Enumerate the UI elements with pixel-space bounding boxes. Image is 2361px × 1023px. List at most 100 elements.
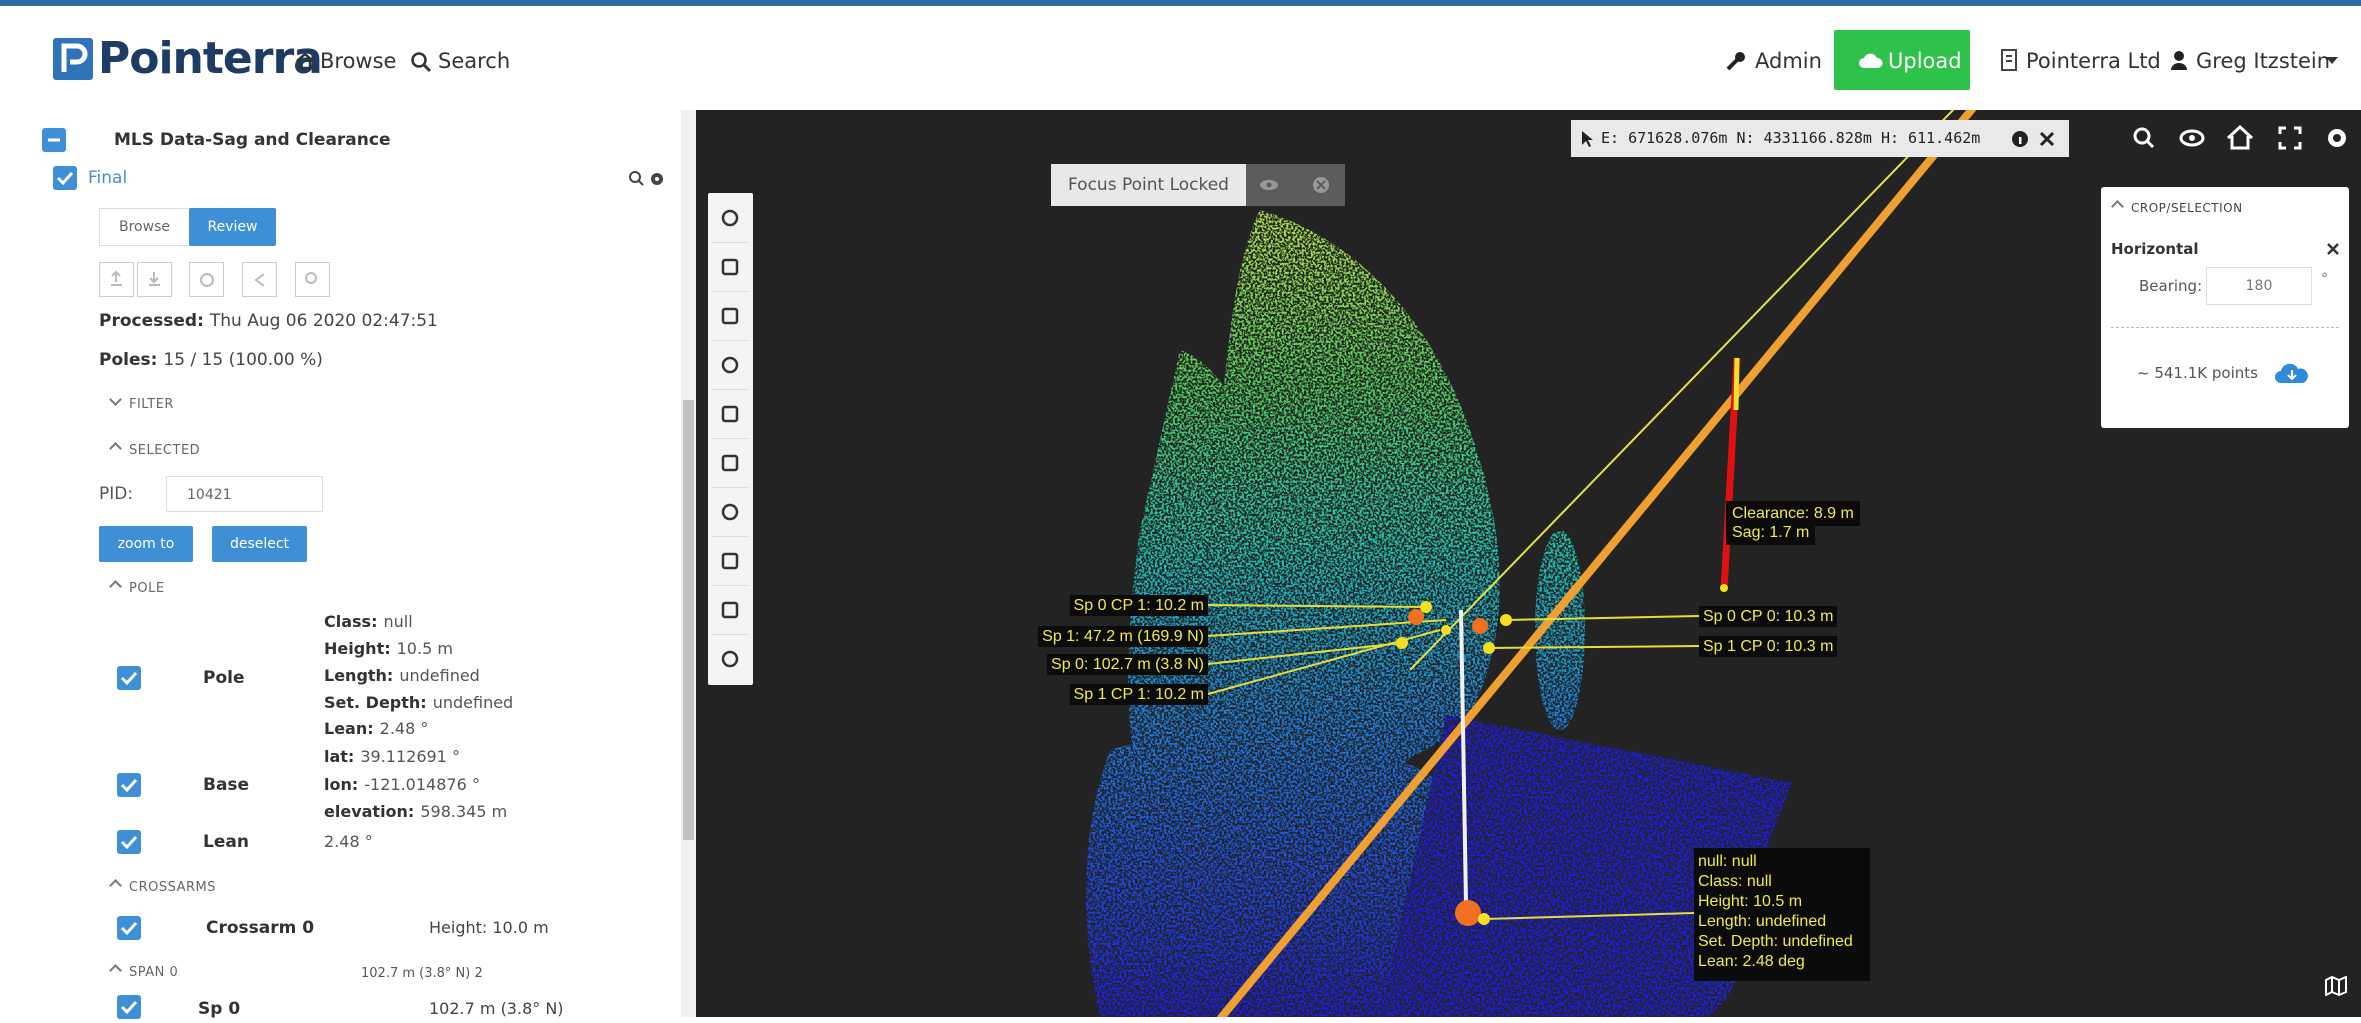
span-value: 102.7 m (3.8° N) [429,999,564,1018]
search-icon [411,52,432,73]
zoom-button[interactable]: zoom to [99,526,193,562]
viewer-controls[interactable] [2130,124,2350,154]
check [56,171,74,186]
pole-toggle[interactable]: POLE [109,580,165,596]
conductor [1216,110,1977,1017]
detail: lat: 39.112691 ° [324,746,460,768]
crossarm-value: Height: 10.0 m [429,918,549,937]
upload-button[interactable] [1834,30,1970,90]
upload-label[interactable]: Upload [1888,49,1962,73]
map-icon[interactable] [2325,976,2347,996]
brand[interactable]: Pointerra [98,33,323,84]
processed: Processed: Thu Aug 06 2020 02:47:51 [99,310,438,332]
deselect-button[interactable]: deselect [212,526,307,562]
span-label: Sp 1 CP 1: 10.2 m [1069,684,1208,705]
admin-link[interactable]: Admin [1755,49,1822,73]
detail-value: undefined [432,693,514,712]
detail-value: 2.48 ° [379,719,429,738]
bearing-input[interactable]: 180 [2206,267,2312,305]
crop-title: CROP/SELECTION [2111,200,2243,215]
markers [1396,584,1728,926]
pole-info-line: Height: 10.5 m [1698,893,1803,910]
detail-value: 598.345 m [420,802,508,821]
span-toggle[interactable]: SPAN 0 [109,964,179,980]
crossarm-name: Crossarm 0 [206,918,315,938]
minus [48,138,60,142]
pid-label: PID: [99,484,134,504]
org-name[interactable]: Pointerra Ltd [2026,49,2161,73]
pole-info-line: Lean: 2.48 deg [1698,953,1805,970]
nav-search[interactable]: Search [438,49,511,73]
detail: Length: undefined [324,665,480,687]
layer-name[interactable]: Final [88,168,128,188]
clearance-label: Clearance: 8.9 m [1726,501,1860,526]
pole-section: POLE [129,581,165,596]
bearing-unit: ° [2321,271,2328,287]
row-name: Pole [203,668,245,688]
point-cloud [1086,110,1977,1017]
top-bar [0,0,2361,6]
layer-checkbox[interactable] [53,166,77,190]
pid-input[interactable]: 10421 [166,476,323,512]
detail-value: undefined [399,666,480,685]
detail-key: Lean: [324,719,374,738]
user-icon [2171,51,2187,70]
crop-close[interactable] [2327,243,2339,255]
pole-info: null: null Class: null Height: 10.5 m Lengt… [1694,848,1870,981]
pole [1459,609,1468,904]
nav-browse[interactable]: Browse [320,49,397,73]
focus-lock: Focus Point Locked [1051,164,1345,206]
row-name: Base [203,775,250,795]
layer-tools [629,171,663,186]
detail-key: lon: [324,775,359,794]
home-icon [296,52,314,70]
span-section: SPAN 0 [129,965,179,980]
coordinates: E: 671628.076m N: 4331166.828m H: 611.46… [1601,129,1981,147]
sidebar [0,110,696,1017]
tool-icons[interactable] [708,193,753,685]
pole-info-line: null: null [1698,853,1757,870]
checkbox[interactable] [117,773,141,797]
detail-key: Length: [324,666,394,685]
crossarms-toggle[interactable]: CROSSARMS [109,879,216,895]
dataset-name: MLS Data-Sag and Clearance [114,130,391,150]
selected-toggle[interactable]: SELECTED [109,442,200,458]
poles-value: 15 / 15 (100.00 %) [163,350,323,370]
checkbox[interactable] [117,916,141,940]
detail: Class: null [324,611,413,633]
checkbox[interactable] [117,830,141,854]
cloud-shapes [1086,210,1792,1017]
filter-toggle[interactable]: FILTER [109,393,174,412]
check [120,1000,138,1015]
sag-line [1733,357,1740,411]
row-name: Lean [203,832,249,852]
focus-tools[interactable] [1259,175,1339,195]
download-button[interactable] [2273,357,2311,391]
user-name[interactable]: Greg Itzstein [2196,49,2331,73]
pole-info-line: Length: undefined [1698,913,1827,930]
point-count: ~ 541.1K points [2137,364,2258,382]
coord-tools[interactable] [2011,129,2061,149]
org-icon [2001,49,2017,71]
detail: 2.48 ° [324,831,373,853]
divider [2111,327,2339,328]
wrench-icon [1726,52,1745,71]
poles: Poles: 15 / 15 (100.00 %) [99,349,323,371]
span-label: Sp 0: 102.7 m (3.8 N) [1047,654,1208,675]
coordinate-bar: E: 671628.076m N: 4331166.828m H: 611.46… [1571,120,2069,157]
scroll-thumb[interactable] [683,400,694,840]
crop-title-text: CROP/SELECTION [2131,201,2243,215]
span-label: Sp 0 CP 0: 10.3 m [1699,606,1838,627]
conductor-2 [1409,110,1955,671]
span-summary: 102.7 m (3.8° N) 2 [361,966,483,981]
caret [2326,57,2338,64]
detail-value: null [383,612,413,631]
checkbox[interactable] [117,995,141,1019]
tab-review[interactable]: Review [189,208,276,246]
detail-key: lat: [324,747,355,766]
collapse-box[interactable] [42,128,66,152]
filter-label: FILTER [129,397,174,412]
checkbox[interactable] [117,666,141,690]
span-label: Sp 1: 47.2 m (169.9 N) [1038,626,1208,647]
